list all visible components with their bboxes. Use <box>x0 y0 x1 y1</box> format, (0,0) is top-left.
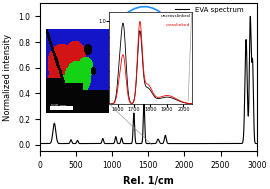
EVA spectrum <box>255 143 258 145</box>
EVA spectrum <box>91 143 94 145</box>
EVA spectrum <box>136 143 139 145</box>
EVA spectrum <box>254 142 257 144</box>
Line: EVA spectrum: EVA spectrum <box>40 16 257 144</box>
EVA spectrum <box>89 143 92 145</box>
EVA spectrum <box>120 137 123 139</box>
EVA spectrum <box>90 143 93 145</box>
EVA spectrum <box>249 15 252 17</box>
Y-axis label: Normalized intensity: Normalized intensity <box>4 34 12 121</box>
EVA spectrum <box>38 143 42 145</box>
X-axis label: Rel. 1/cm: Rel. 1/cm <box>123 176 174 186</box>
Legend: EVA spectrum: EVA spectrum <box>173 4 246 15</box>
